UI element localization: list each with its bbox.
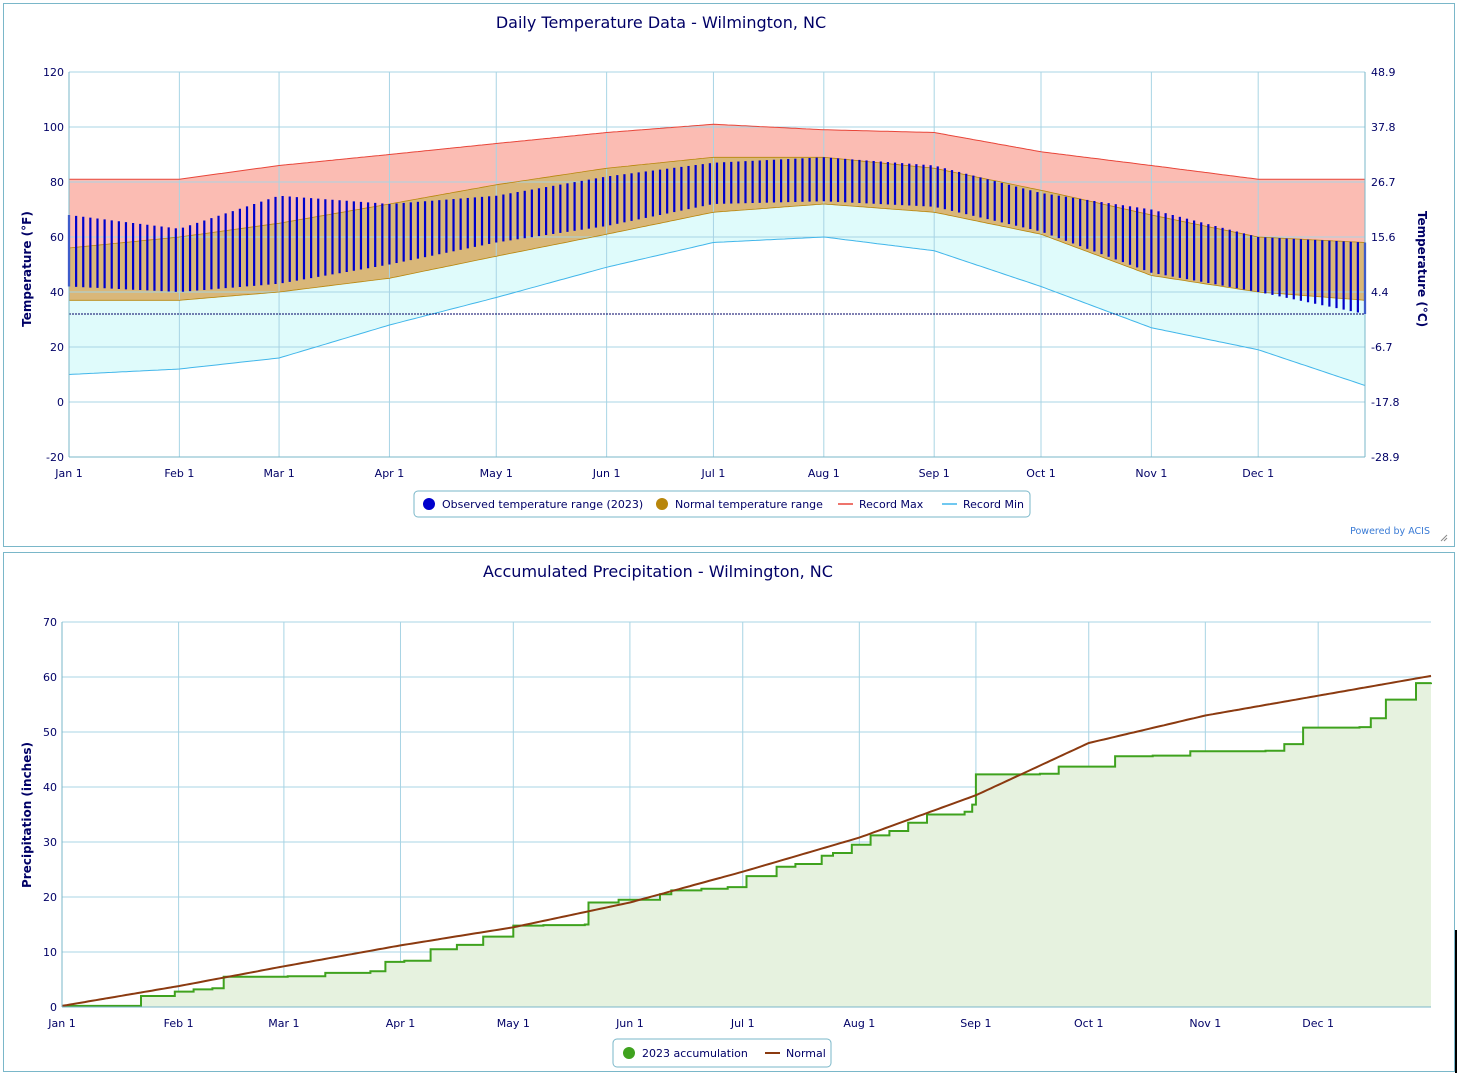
- temperature-y-tick-label-right: -28.9: [1371, 451, 1399, 464]
- temperature-y-tick-label-left: 100: [43, 121, 64, 134]
- record-max-line: [69, 123, 1365, 180]
- precipitation-x-tick-label: May 1: [497, 1017, 530, 1030]
- temperature-y-tick-label-right: 4.4: [1371, 286, 1389, 299]
- temperature-x-tick-label: Jan 1: [54, 467, 82, 480]
- precipitation-x-tick-label: Jul 1: [730, 1017, 755, 1030]
- accumulation-line: [62, 682, 1432, 1007]
- normal-legend-label[interactable]: Normal temperature range: [675, 498, 823, 511]
- temperature-y-tick-label-left: 120: [43, 66, 64, 79]
- normal-low-line: [69, 203, 1366, 301]
- normal-high-line: [68, 156, 1366, 249]
- temperature-y-tick-label-left: 80: [50, 176, 64, 189]
- precipitation-x-tick-label: Feb 1: [164, 1017, 194, 1030]
- powered-by-credit[interactable]: Powered by ACIS: [1350, 526, 1430, 537]
- precipitation-y-tick-label: 30: [43, 836, 57, 849]
- temperature-x-tick-label: Oct 1: [1026, 467, 1056, 480]
- temperature-x-tick-label: May 1: [480, 467, 513, 480]
- temperature-x-tick-label: Feb 1: [164, 467, 194, 480]
- temperature-y-tick-label-right: 48.9: [1371, 66, 1396, 79]
- precipitation-chart: Accumulated Precipitation - Wilmington, …: [20, 562, 1432, 1068]
- observed-legend-label[interactable]: Observed temperature range (2023): [442, 498, 643, 511]
- precipitation-x-tick-label: Mar 1: [268, 1017, 299, 1030]
- normal-precipitation-line: [61, 674, 1432, 1007]
- temperature-y-axis-label-right: Temperature (°C): [1415, 211, 1429, 327]
- temperature-y-tick-label-left: -20: [46, 451, 64, 464]
- temperature-y-tick-label-right: 37.8: [1371, 121, 1396, 134]
- precipitation-y-tick-label: 0: [50, 1001, 57, 1014]
- precipitation-chart-title: Accumulated Precipitation - Wilmington, …: [483, 562, 833, 581]
- temperature-x-tick-label: Jun 1: [592, 467, 621, 480]
- precipitation-legend: 2023 accumulation Normal: [612, 1038, 832, 1068]
- temperature-plot-area: -20 -28.9 0 -17.8 20 -6.7 40 4.4 60 15.6 80 26.7 100…: [43, 66, 1399, 480]
- precipitation-plot-area: 0 10 20 30 40 50 60 70 Jan 1 Feb 1 Mar 1 Apr 1 May 1…: [43, 616, 1432, 1030]
- precipitation-x-tick-label: Aug 1: [843, 1017, 875, 1030]
- observed-legend-marker: [423, 498, 435, 510]
- normal-precip-legend-label[interactable]: Normal: [786, 1047, 826, 1060]
- temperature-y-tick-label-left: 60: [50, 231, 64, 244]
- temperature-chart-title: Daily Temperature Data - Wilmington, NC: [496, 13, 826, 32]
- temperature-x-tick-label: Apr 1: [375, 467, 405, 480]
- window-edge: [1455, 930, 1457, 1073]
- precipitation-chart-panel: Accumulated Precipitation - Wilmington, …: [3, 552, 1455, 1072]
- temperature-x-tick-label: Nov 1: [1135, 467, 1167, 480]
- accumulation-legend-marker: [623, 1047, 635, 1059]
- precipitation-y-tick-label: 70: [43, 616, 57, 629]
- precipitation-y-tick-label: 50: [43, 726, 57, 739]
- temperature-x-tick-label: Jul 1: [701, 467, 726, 480]
- record-min-line: [68, 236, 1366, 386]
- precipitation-x-tick-label: Jun 1: [615, 1017, 644, 1030]
- accumulation-legend-label[interactable]: 2023 accumulation: [642, 1047, 748, 1060]
- temperature-x-tick-label: Sep 1: [919, 467, 950, 480]
- precipitation-y-axis-label: Precipitation (inches): [20, 742, 34, 888]
- precipitation-x-tick-label: Sep 1: [960, 1017, 991, 1030]
- precipitation-y-tick-label: 40: [43, 781, 57, 794]
- temperature-y-tick-label-left: 0: [57, 396, 64, 409]
- temperature-y-tick-label-left: 20: [50, 341, 64, 354]
- temperature-x-tick-label: Mar 1: [263, 467, 294, 480]
- resize-handle-icon[interactable]: [1440, 534, 1448, 542]
- precipitation-x-tick-label: Jan 1: [47, 1017, 75, 1030]
- temperature-chart: Daily Temperature Data - Wilmington, NC …: [20, 13, 1448, 542]
- precipitation-x-tick-label: Dec 1: [1302, 1017, 1334, 1030]
- precipitation-y-tick-label: 20: [43, 891, 57, 904]
- temperature-y-tick-label-left: 40: [50, 286, 64, 299]
- accumulation-area: [62, 682, 1431, 1007]
- temperature-x-tick-label: Aug 1: [808, 467, 840, 480]
- temperature-y-tick-label-right: 26.7: [1371, 176, 1396, 189]
- temperature-legend-box: [413, 490, 1031, 518]
- precipitation-y-tick-label: 60: [43, 671, 57, 684]
- normal-legend-marker: [656, 498, 668, 510]
- record-min-legend-label[interactable]: Record Min: [963, 498, 1024, 511]
- precipitation-x-tick-label: Apr 1: [386, 1017, 416, 1030]
- temperature-legend: Observed temperature range (2023) Normal…: [413, 490, 1031, 518]
- temperature-y-tick-label-right: -6.7: [1371, 341, 1392, 354]
- temperature-y-axis-label-left: Temperature (°F): [20, 211, 34, 327]
- temperature-y-tick-label-right: 15.6: [1371, 231, 1396, 244]
- temperature-x-tick-label: Dec 1: [1242, 467, 1274, 480]
- precipitation-legend-box: [612, 1038, 832, 1068]
- temperature-chart-panel: Daily Temperature Data - Wilmington, NC …: [3, 3, 1455, 547]
- precipitation-x-tick-label: Oct 1: [1074, 1017, 1104, 1030]
- record-max-legend-label[interactable]: Record Max: [859, 498, 924, 511]
- precipitation-y-tick-label: 10: [43, 946, 57, 959]
- precipitation-x-tick-label: Nov 1: [1189, 1017, 1221, 1030]
- temperature-y-tick-label-right: -17.8: [1371, 396, 1399, 409]
